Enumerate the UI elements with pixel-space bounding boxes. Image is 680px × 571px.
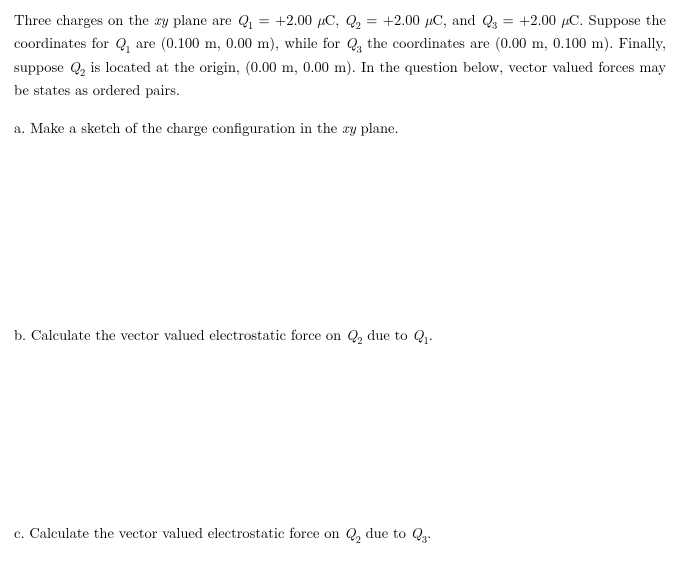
part-text: . [427,523,431,543]
q3-symbol: Q [345,33,356,53]
part-text: due to [361,523,411,543]
eq-text: = +2.00 [497,10,561,30]
q1-sub: 1 [248,18,253,33]
q3-symbol: Q [411,523,422,543]
q1-symbol: Q [114,33,125,53]
q2-sub: 2 [356,532,361,547]
part-letter: b. [14,325,31,345]
xy-symbol: xy [154,10,168,30]
q2-symbol: Q [346,325,357,345]
q2-symbol: Q [344,523,355,543]
part-text: . [429,325,433,345]
workspace-gap-a [14,138,666,325]
intro-text: is located at the origin, (0.00 m, 0.00 … [14,57,666,100]
part-text: Calculate the vector valued electrostati… [29,523,344,543]
q3-sub: 3 [492,18,497,33]
part-text: Make a sketch of the charge configuratio… [30,118,342,138]
intro-text: plane are [168,10,237,30]
intro-text: are (0.100 m, 0.00 m), while for [131,33,346,53]
part-text: Calculate the vector valued electrostati… [31,325,346,345]
q1-sub: 1 [125,42,130,57]
unit-text: C. [569,10,589,30]
q3-symbol: Q [481,10,492,30]
q2-sub: 2 [80,65,85,80]
workspace-gap-b [14,348,666,523]
q2-symbol: Q [345,10,356,30]
q1-sub: 1 [423,333,428,348]
part-text: due to [362,325,412,345]
unit-text: C, and [432,10,480,30]
q3-sub: 3 [422,532,427,547]
problem-intro: Three charges on the xy plane are Q1 = +… [14,10,666,100]
part-a: a. Make a sketch of the charge configura… [14,118,666,138]
q1-symbol: Q [237,10,248,30]
eq-text: = +2.00 [361,10,425,30]
part-letter: a. [14,118,30,138]
q1-symbol: Q [412,325,423,345]
part-letter: c. [14,523,29,543]
q3-sub: 3 [357,42,362,57]
q2-symbol: Q [69,57,80,77]
xy-symbol: xy [342,118,356,138]
q2-sub: 2 [357,333,362,348]
eq-text: = +2.00 [253,10,317,30]
part-b: b. Calculate the vector valued electrost… [14,325,666,348]
page-body: Three charges on the xy plane are Q1 = +… [0,0,680,556]
q2-sub: 2 [356,18,361,33]
part-text: plane. [356,118,399,138]
intro-text: Three charges on the [14,10,154,30]
part-c: c. Calculate the vector valued electrost… [14,523,666,546]
mu-symbol: µ [561,10,568,30]
mu-symbol: µ [317,10,324,30]
unit-text: C, [325,10,345,30]
